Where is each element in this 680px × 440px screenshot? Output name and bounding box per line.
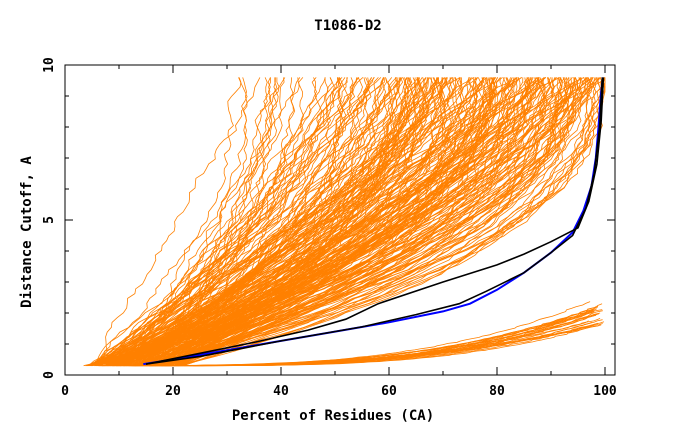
model-curve	[108, 77, 461, 367]
model-curve	[176, 77, 595, 367]
model-curve	[162, 77, 572, 367]
model-curve	[97, 77, 566, 367]
model-curve	[130, 77, 248, 366]
model-curve	[152, 77, 578, 367]
model-curve	[158, 77, 494, 367]
model-curve	[153, 77, 411, 367]
series-line-3	[145, 77, 604, 365]
x-tick-label: 20	[165, 384, 181, 399]
model-curve	[170, 77, 602, 367]
model-curve	[170, 77, 541, 367]
model-curve	[146, 77, 343, 366]
model-curve	[114, 77, 545, 367]
model-curve	[162, 77, 513, 367]
model-curve	[94, 77, 550, 367]
model-curve	[99, 77, 487, 366]
model-curve	[108, 77, 553, 367]
model-curve	[86, 77, 489, 367]
chart-title: T1086-D2	[314, 18, 381, 34]
model-curve	[170, 77, 533, 367]
model-curve	[90, 77, 557, 367]
model-curve	[161, 77, 568, 367]
model-curve	[120, 77, 385, 366]
y-tick-label: 5	[42, 216, 57, 224]
model-curve	[145, 77, 559, 367]
model-curve	[165, 77, 451, 367]
x-tick-label: 80	[489, 384, 505, 399]
model-curve	[158, 77, 591, 367]
model-curve	[100, 77, 400, 366]
model-curve	[134, 77, 414, 367]
y-axis-label: Distance Cutoff, A	[19, 156, 35, 308]
model-curve	[180, 77, 563, 367]
model-curve	[189, 309, 592, 367]
model-curve	[192, 310, 603, 367]
x-axis-label: Percent of Residues (CA)	[232, 408, 434, 424]
model-curve	[194, 323, 603, 367]
model-curve	[104, 77, 305, 366]
model-curve	[143, 77, 591, 367]
model-curve	[162, 77, 430, 367]
model-curve	[91, 77, 530, 367]
model-curve	[179, 77, 426, 367]
x-tick-label: 100	[593, 384, 617, 399]
model-curve	[109, 77, 454, 367]
highlighted-curves	[143, 77, 605, 366]
model-curve	[99, 77, 538, 367]
model-curve	[95, 77, 427, 367]
model-curve	[142, 77, 465, 367]
model-curves	[83, 77, 606, 367]
model-curve	[97, 313, 599, 367]
model-curve	[95, 77, 436, 367]
model-curve	[107, 77, 587, 367]
model-curve	[87, 77, 358, 367]
model-curve	[148, 77, 517, 366]
model-curve	[113, 77, 594, 367]
y-tick-label: 10	[42, 57, 57, 73]
model-curve	[152, 77, 589, 367]
model-curve	[119, 77, 423, 367]
model-curve	[176, 77, 491, 367]
model-curve	[122, 77, 268, 366]
axis-ticks: 0 20 40 60 80 100 0 5 10	[42, 57, 617, 399]
model-curve	[90, 77, 335, 367]
model-curve	[161, 77, 301, 366]
y-tick-label: 0	[42, 371, 57, 379]
model-curve	[137, 77, 346, 367]
model-curve	[107, 77, 518, 367]
model-curve	[96, 77, 508, 367]
model-curve	[95, 77, 261, 366]
x-tick-label: 40	[273, 384, 289, 399]
model-curve	[175, 77, 606, 367]
model-curve	[148, 77, 531, 367]
model-curve	[174, 77, 497, 367]
model-curve	[167, 77, 433, 367]
x-tick-label: 60	[381, 384, 397, 399]
model-curve	[124, 77, 372, 366]
model-curve	[102, 77, 606, 367]
model-curve	[151, 77, 479, 366]
model-curve	[110, 77, 453, 367]
model-curve	[180, 77, 546, 367]
x-tick-label: 0	[61, 384, 69, 399]
